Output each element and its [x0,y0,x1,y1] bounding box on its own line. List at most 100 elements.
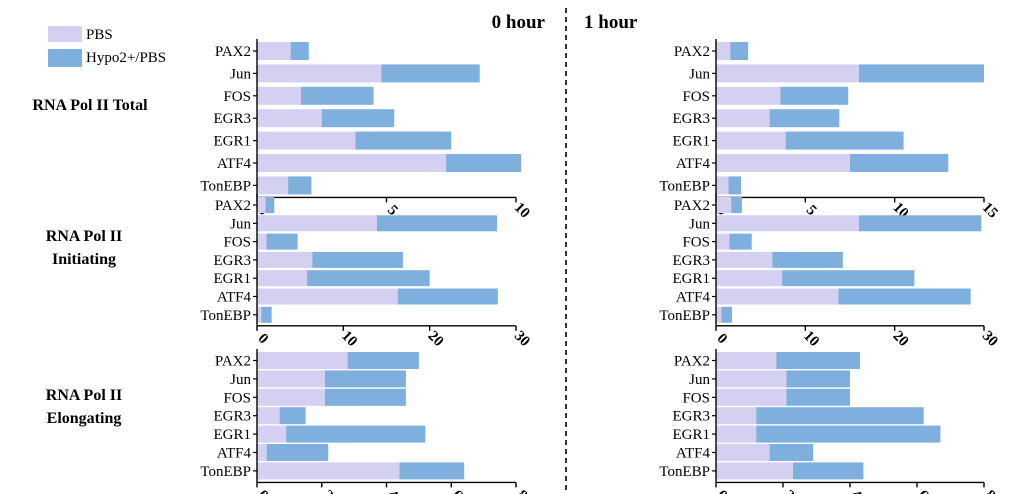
bar-pbs-atf4 [716,444,770,461]
row-title-total: RNA Pol II Total [32,97,148,114]
x-tick-label-4: 4 [848,487,865,494]
x-tick-label-0: 0 [255,487,272,494]
x-tick-label-0: 0 [255,331,272,348]
bar-pbs-egr3 [257,109,322,128]
category-label-jun: Jun [230,216,251,232]
bar-pbs-tonebp [716,306,722,323]
bar-pbs-atf4 [257,444,267,461]
bar-pbs-jun [257,370,325,388]
category-label-fos: FOS [682,390,710,406]
bar-pbs-fos [716,86,781,105]
bar-pbs-egr1 [716,270,783,287]
bar-pbs-fos [257,388,325,406]
x-tick-label-4: 4 [384,487,401,494]
x-tick-label-10: 10 [511,200,533,222]
bar-hypo2pbs-jun [324,370,406,388]
bar-hypo2pbs-jun [786,370,850,388]
category-label-egr3: EGR3 [673,111,711,127]
bar-hypo2pbs-fos [301,86,374,105]
bar-pbs-tonebp [257,306,262,323]
legend-label-hypo2: Hypo2+/PBS [86,50,166,66]
bar-pbs-fos [257,86,302,105]
bar-hypo2pbs-pax2 [731,197,742,213]
bar-hypo2pbs-pax2 [290,42,309,60]
category-label-tonebp: TonEBP [659,464,710,480]
bar-pbs-fos [716,388,787,406]
x-tick-label-10: 10 [800,328,822,350]
bar-hypo2pbs-egr1 [286,425,426,443]
bar-hypo2pbs-egr1 [782,270,915,287]
category-label-egr3: EGR3 [673,253,711,269]
panel-r0-c0: PAX2JunFOSEGR3EGR1ATF4TonEBP0510 [200,39,533,222]
bar-hypo2pbs-fos [324,388,406,406]
bar-pbs-atf4 [716,154,850,172]
bar-hypo2pbs-pax2 [776,352,861,369]
bar-hypo2pbs-tonebp [261,306,272,323]
x-tick-label-2: 2 [319,487,336,494]
category-label-atf4: ATF4 [676,290,711,306]
bar-pbs-jun [257,64,382,83]
bar-pbs-pax2 [257,42,291,60]
category-label-tonebp: TonEBP [659,178,710,194]
category-label-fos: FOS [223,390,251,406]
category-label-jun: Jun [230,372,251,388]
bar-pbs-egr1 [257,425,287,443]
bar-hypo2pbs-jun [858,215,982,232]
category-label-egr3: EGR3 [214,409,252,425]
bar-hypo2pbs-atf4 [266,444,329,461]
bar-pbs-egr3 [257,407,280,425]
legend-swatch-pbs [48,26,82,42]
category-label-egr3: EGR3 [214,253,252,269]
bar-pbs-pax2 [716,42,731,60]
category-label-atf4: ATF4 [676,156,711,172]
bar-hypo2pbs-fos [786,388,850,406]
category-label-egr3: EGR3 [673,409,711,425]
legend-swatch-hypo2 [48,49,82,67]
panel-r0-c1: PAX2JunFOSEGR3EGR1ATF4TonEBP051015 [659,39,1001,222]
bar-pbs-jun [716,215,859,232]
row-title-initiating-line2: Initiating [52,251,116,268]
category-label-pax2: PAX2 [674,354,710,370]
category-label-atf4: ATF4 [217,290,252,306]
bar-pbs-fos [716,233,730,250]
category-label-pax2: PAX2 [215,354,251,370]
x-tick-label-10: 10 [338,328,360,350]
bar-hypo2pbs-egr1 [756,425,941,443]
category-label-pax2: PAX2 [674,198,710,214]
bar-hypo2pbs-egr1 [785,131,904,150]
bar-pbs-egr1 [716,425,757,443]
bar-hypo2pbs-pax2 [265,197,275,213]
bar-pbs-jun [716,64,859,83]
bar-pbs-egr1 [716,131,786,150]
bar-pbs-atf4 [257,154,447,172]
row-title-elongating-line1: RNA Pol II [46,387,122,404]
bar-hypo2pbs-tonebp [721,306,733,323]
bar-hypo2pbs-fos [266,233,298,250]
category-label-egr3: EGR3 [214,111,252,127]
column-title-1-hour: 1 hour [584,12,638,33]
category-label-fos: FOS [223,235,251,251]
category-label-tonebp: TonEBP [659,308,710,324]
category-label-atf4: ATF4 [217,156,252,172]
row-title-initiating-line1: RNA Pol II [46,228,122,245]
bar-pbs-atf4 [716,288,839,305]
bar-hypo2pbs-egr3 [321,109,395,128]
bar-hypo2pbs-atf4 [769,444,814,461]
bar-hypo2pbs-egr3 [312,251,403,268]
bar-pbs-pax2 [716,352,777,369]
bar-hypo2pbs-egr1 [355,131,452,150]
legend-label-pbs: PBS [86,27,113,43]
category-label-egr1: EGR1 [673,271,711,287]
category-label-egr1: EGR1 [673,427,711,443]
category-label-jun: Jun [689,216,710,232]
category-label-tonebp: TonEBP [200,308,251,324]
category-label-pax2: PAX2 [215,44,251,60]
category-label-pax2: PAX2 [674,44,710,60]
category-label-jun: Jun [230,66,251,82]
bar-hypo2pbs-pax2 [730,42,749,60]
category-label-tonebp: TonEBP [200,178,251,194]
category-label-jun: Jun [689,66,710,82]
